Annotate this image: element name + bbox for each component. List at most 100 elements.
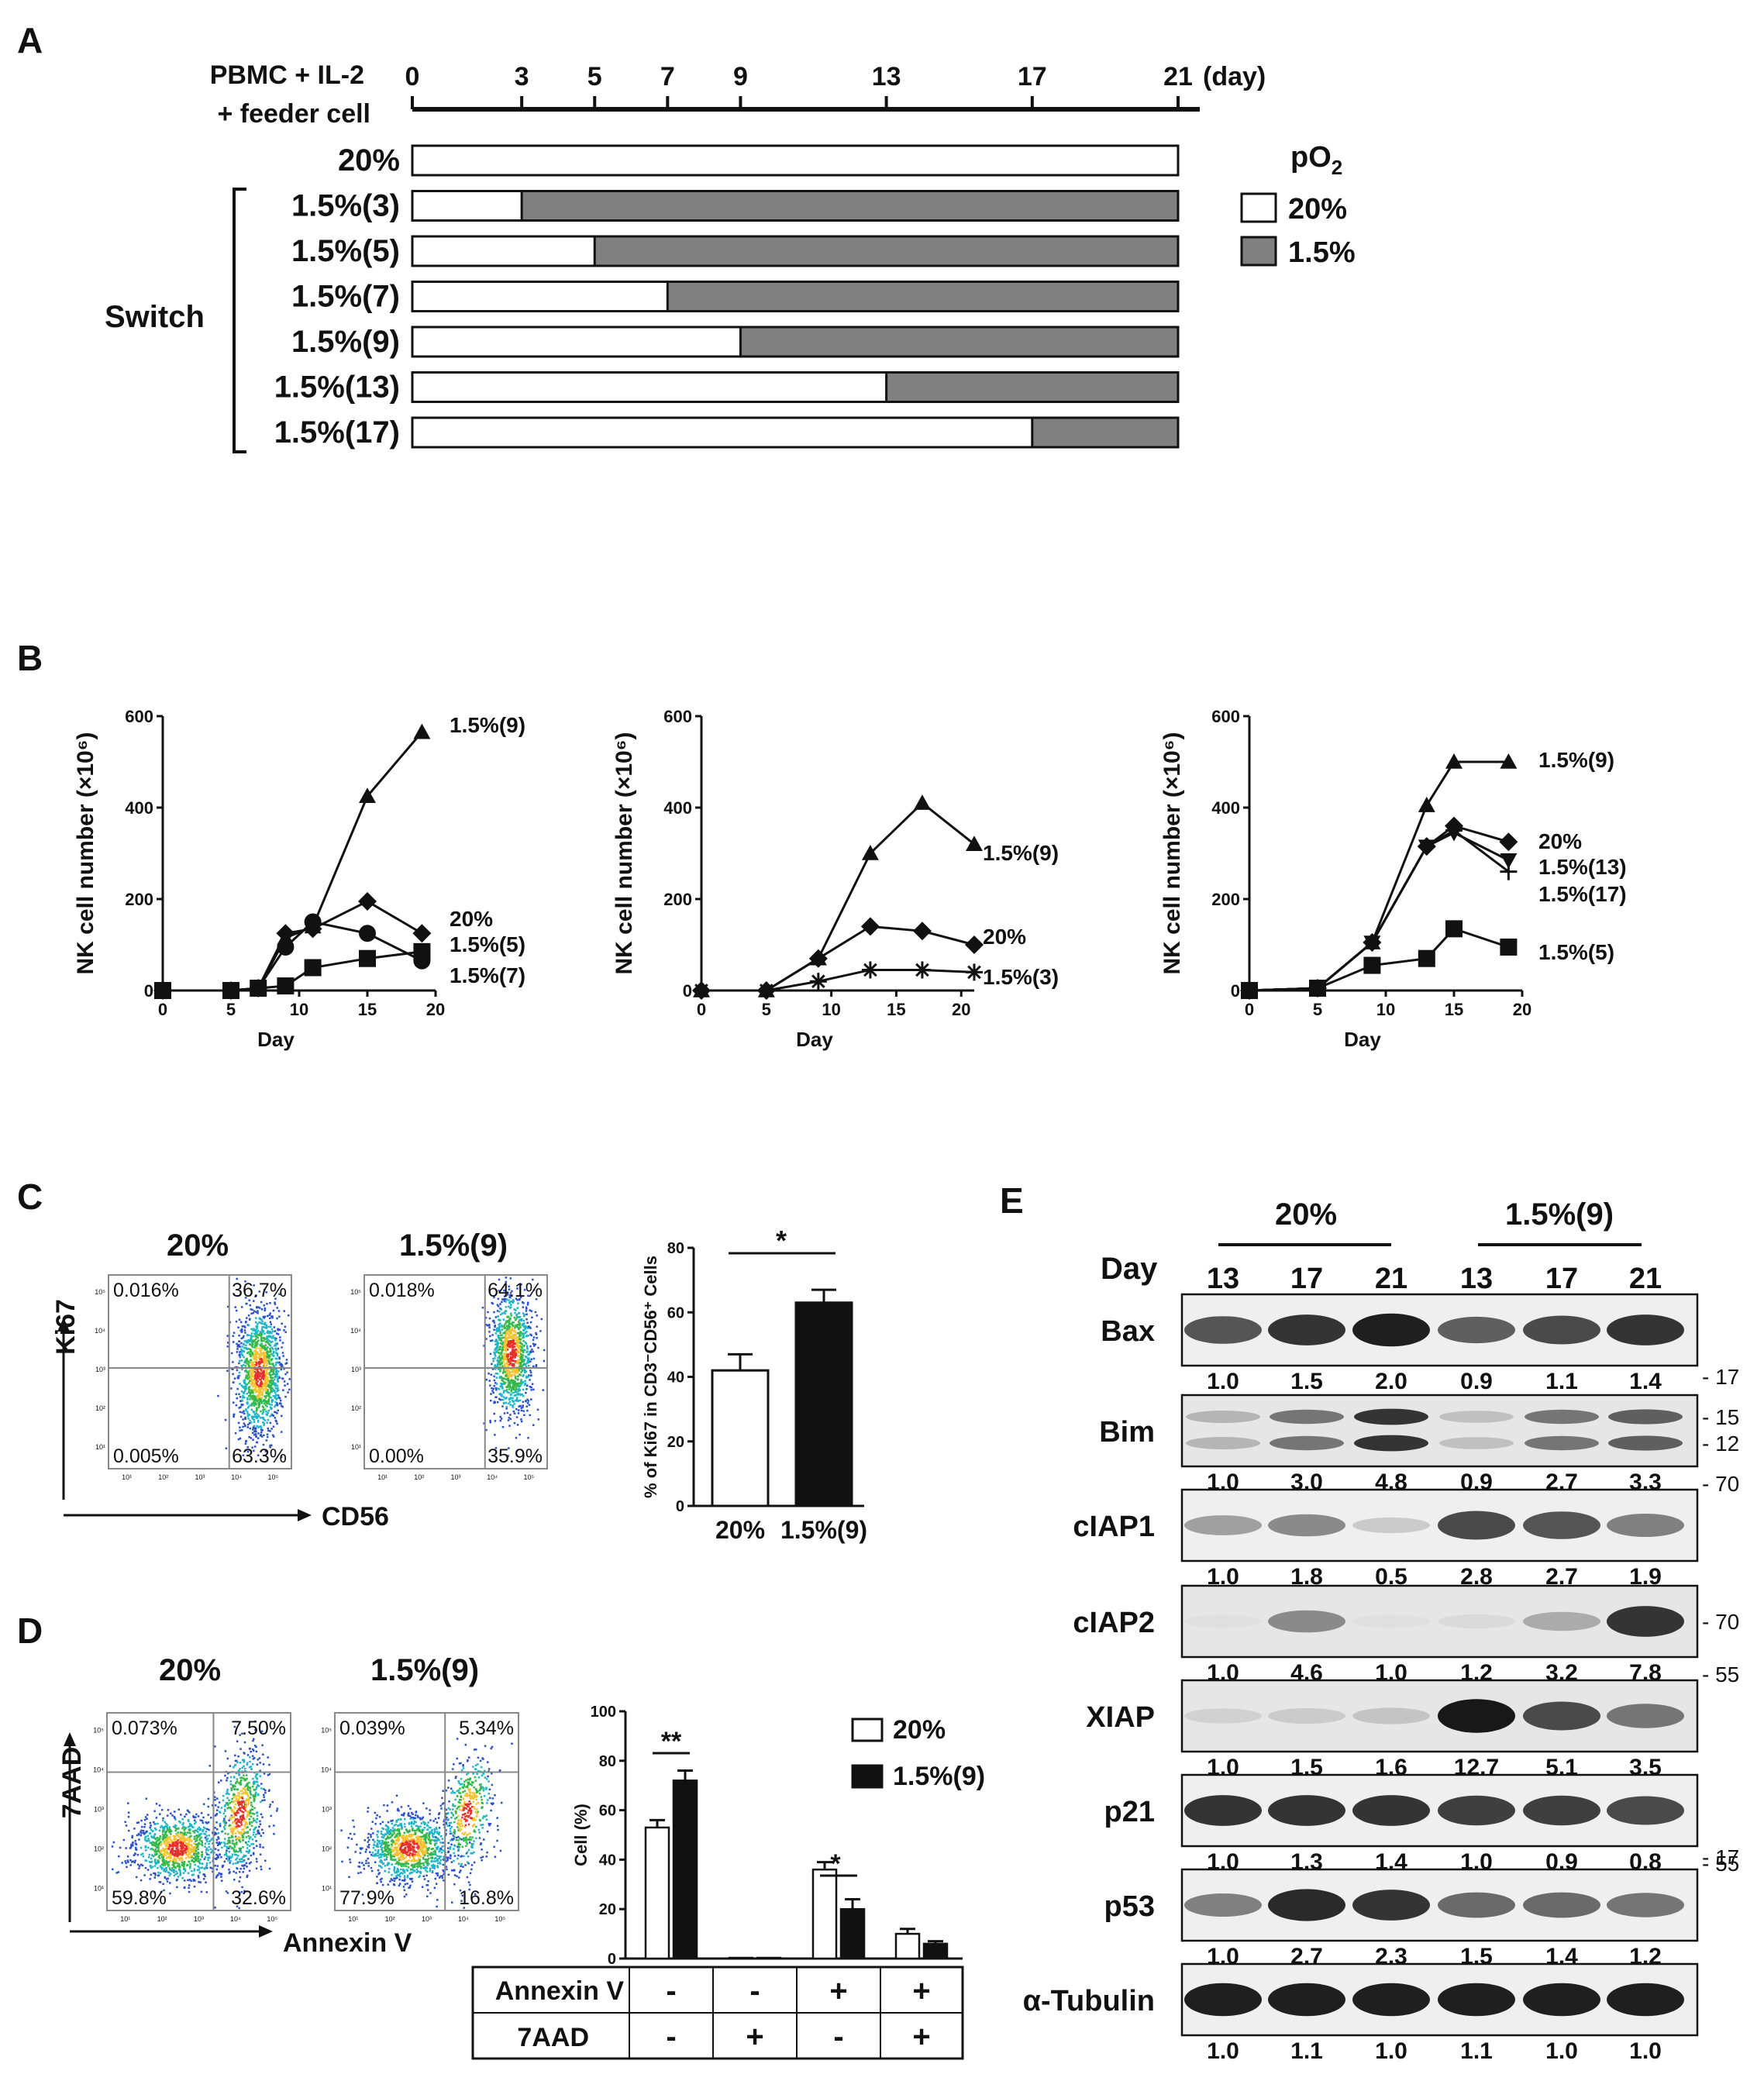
data-point [693,982,710,999]
flow-x-tick: 10⁵ [494,1915,505,1923]
y-tick-label: 600 [1211,707,1240,726]
lane-day-label: 21 [1375,1263,1407,1295]
quadrant-ur: 5.34% [459,1718,514,1739]
row-label: 1.5%(5) [291,234,400,268]
series-label: 20% [983,925,1026,949]
table-cell: - [833,2020,843,2054]
data-point [913,961,931,979]
timeline-tick-label: 13 [872,62,901,91]
x-tick-label: 0 [697,1000,706,1019]
band [1268,1610,1345,1633]
y-tick-label: 40 [667,1370,684,1387]
band [1523,1795,1600,1826]
data-point [1500,853,1518,869]
series-label: 1.5%(9) [983,841,1059,865]
lane-day-label: 21 [1629,1263,1662,1295]
y-axis-label: NK cell number (×10⁶) [612,732,637,974]
ki67-axis-label: Ki67 [51,1299,81,1355]
data-point [1500,938,1518,956]
data-point [912,922,932,941]
band [1439,1437,1514,1449]
flow-x-tick: 10⁵ [267,1915,277,1923]
quantification-value: 1.0 [1375,2038,1407,2064]
flow-y-tick: 10² [322,1845,332,1853]
flow-y-tick: 10¹ [95,1443,105,1451]
data-point [413,723,431,739]
blot-membrane [1180,1394,1699,1468]
series-line [1249,927,1509,992]
flow-plot: 0.039% 5.34% 77.9% 16.8% 10¹ 10¹ 10² 10² 10³ 10³ 1… [321,1712,519,1923]
band [1184,1708,1262,1724]
data-point [276,924,295,943]
quantification-value: 1.5 [1290,1369,1323,1394]
data-point [277,938,295,956]
band [1184,1893,1262,1917]
series-label: 20% [450,907,493,931]
flow-y-tick: 10⁵ [350,1288,361,1296]
band [1523,1511,1600,1539]
y-axis-label: NK cell number (×10⁶) [1159,732,1185,974]
blot-7: α-Tubulin 1.0 1.1 1.0 1.1 1.0 1.0 [1023,1962,1699,2064]
band [1184,1795,1262,1826]
y-tick-label: 0 [676,1498,684,1515]
protein-label: cIAP2 [1073,1607,1155,1639]
quantification-value: 1.0 [1545,2038,1578,2064]
data-point [966,963,983,981]
flow-events [340,1738,513,1909]
row-label: 1.5%(17) [274,415,400,450]
bar [672,1780,698,1960]
data-point [1309,980,1326,997]
quadrant-lr: 35.9% [488,1445,543,1467]
flow-d-title-2: 1.5%(9) [370,1653,479,1687]
ki67-arrow-head [57,1318,70,1332]
band [1268,1795,1345,1826]
y-tick-label: 600 [125,707,153,726]
timeline-tick-label: 0 [405,62,420,91]
data-point [1499,832,1518,852]
data-point [359,787,376,804]
flow-x-tick: 10¹ [122,1473,132,1481]
flow-y-tick: 10¹ [94,1885,104,1893]
bar [794,1301,853,1507]
timeline-unit: (day) [1203,62,1266,91]
x-tick-label: 5 [226,1000,236,1019]
series-label: 1.5%(5) [450,932,525,956]
flow-y-tick: 10³ [322,1806,332,1814]
x-tick-label: 5 [762,1000,771,1019]
flow-x-tick: 10⁴ [230,1915,241,1923]
protein-label: p53 [1104,1890,1155,1923]
day-label: Day [1101,1252,1158,1286]
group-label-15: 1.5%(9) [1505,1197,1614,1232]
flow-y-tick: 10³ [351,1366,361,1373]
y-tick-label: 600 [663,707,692,726]
y-tick-label: 80 [599,1753,616,1770]
data-point [1418,949,1435,967]
series-label: 1.5%(7) [450,963,525,987]
data-point [861,845,879,860]
x-tick-label: 20 [426,1000,445,1019]
y-tick-label: 0 [144,981,153,1001]
cd56-arrow-head [298,1509,312,1521]
legend-label-20: 20% [1288,193,1347,226]
x-tick-label: 10 [290,1000,308,1019]
band [1268,1514,1345,1537]
band [1608,1409,1683,1425]
table-cell: + [912,2020,930,2054]
y-tick-label: 100 [591,1704,616,1721]
data-point [304,959,322,977]
x-tick-label: 0 [158,1000,167,1019]
timeline-tick-label: 3 [515,62,529,91]
series-label: 1.5%(13) [1538,855,1627,879]
x-tick-label: 10 [1376,1000,1395,1019]
quantification-value: 1.0 [1629,2038,1662,2064]
data-point [757,982,775,999]
data-point [154,982,171,999]
series-label: 1.5%(5) [1538,940,1614,964]
quantification-value: 1.0 [1207,1369,1239,1394]
flow-x-tick: 10⁵ [268,1473,279,1481]
nk-growth-chart: 0 200 400 600 0 5 10 15 20 Day NK cell number (×10… [612,707,1059,1051]
quadrant-ll: 0.00% [369,1445,424,1467]
